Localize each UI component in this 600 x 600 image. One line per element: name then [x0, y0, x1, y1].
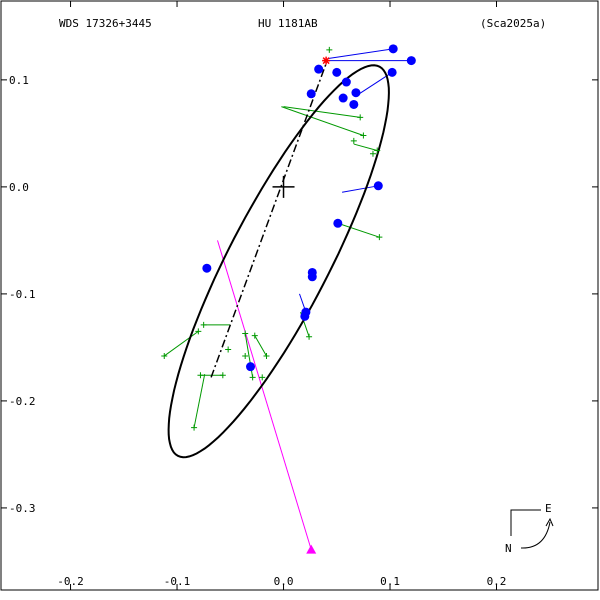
observation-blue: [332, 67, 342, 77]
observation-green: [225, 346, 232, 353]
magenta-marker: [306, 544, 317, 554]
observation-blue: [406, 56, 416, 66]
observation-blue: [314, 64, 324, 74]
residual-line-blue: [328, 48, 394, 59]
observation-green: [200, 321, 207, 328]
residual-line-green: [163, 330, 199, 357]
y-tick-label: -0.2: [9, 395, 36, 408]
observation-green: [263, 352, 270, 359]
y-tick-label: -0.3: [9, 502, 36, 515]
observation-blue: [306, 89, 316, 99]
observation-blue: [387, 67, 397, 77]
magenta-line: [217, 240, 312, 550]
observation-blue: [351, 88, 361, 98]
residual-line-green: [193, 374, 206, 428]
observation-green: [376, 234, 383, 241]
observation-green: [374, 147, 381, 154]
x-tick-label: 0.1: [380, 575, 400, 588]
compass-rotation-arrow: [520, 521, 551, 549]
periastron-marker: [322, 56, 331, 65]
compass-arrow: [510, 509, 541, 536]
observation-green: [242, 330, 249, 337]
observation-blue: [246, 362, 256, 372]
observation-green: [219, 372, 226, 379]
observation-blue: [307, 272, 317, 282]
observation-blue: [349, 99, 359, 109]
compass-arrowhead: [545, 517, 554, 527]
compass: E N: [505, 502, 554, 555]
observation-green: [357, 114, 364, 121]
header-left: WDS 17326+3445: [59, 17, 152, 30]
observation-green: [195, 328, 202, 335]
x-tick-label: 0.2: [487, 575, 507, 588]
y-tick-label: -0.1: [9, 288, 36, 301]
observation-blue: [373, 181, 383, 191]
y-tick-label: 0.1: [9, 74, 29, 87]
residual-line-blue: [342, 185, 379, 193]
x-tick-label: -0.2: [57, 575, 84, 588]
line-of-nodes: [210, 60, 328, 378]
observation-green: [326, 46, 333, 53]
observation-blue: [341, 77, 351, 87]
observation-blue: [202, 263, 212, 273]
observation-green: [197, 372, 204, 379]
observation-blue: [388, 44, 398, 54]
observation-green: [191, 424, 198, 431]
observation-green: [161, 352, 168, 359]
observation-green: [350, 137, 357, 144]
header-center: HU 1181AB: [258, 17, 318, 30]
observation-green: [251, 332, 258, 339]
observation-green: [259, 374, 266, 381]
compass-north-label: N: [505, 542, 512, 555]
compass-east-label: E: [545, 502, 552, 515]
residual-line-green: [353, 143, 378, 151]
residual-line-green: [337, 222, 380, 238]
x-tick-label: -0.1: [164, 575, 191, 588]
observation-blue: [338, 93, 348, 103]
observation-blue: [300, 311, 310, 321]
residual-line-green: [283, 106, 361, 118]
residual-line-green: [254, 335, 267, 357]
observation-green: [369, 150, 376, 157]
observation-green: [306, 333, 313, 340]
header-right: (Sca2025a): [480, 17, 546, 30]
observation-blue: [333, 218, 343, 228]
observation-green: [249, 374, 256, 381]
observation-green: [242, 352, 249, 359]
x-tick-label: 0.0: [274, 575, 294, 588]
observation-green: [360, 132, 367, 139]
residual-line-green: [281, 106, 364, 136]
axis-ticks: -0.2 -0.1 0.0 0.1 0.2 0.1 0.0 -0.1 -0.2 -0.3: [1, 1, 598, 590]
data-series: [161, 44, 416, 554]
orbit-ellipse: [167, 64, 390, 459]
y-tick-label: 0.0: [9, 181, 29, 194]
